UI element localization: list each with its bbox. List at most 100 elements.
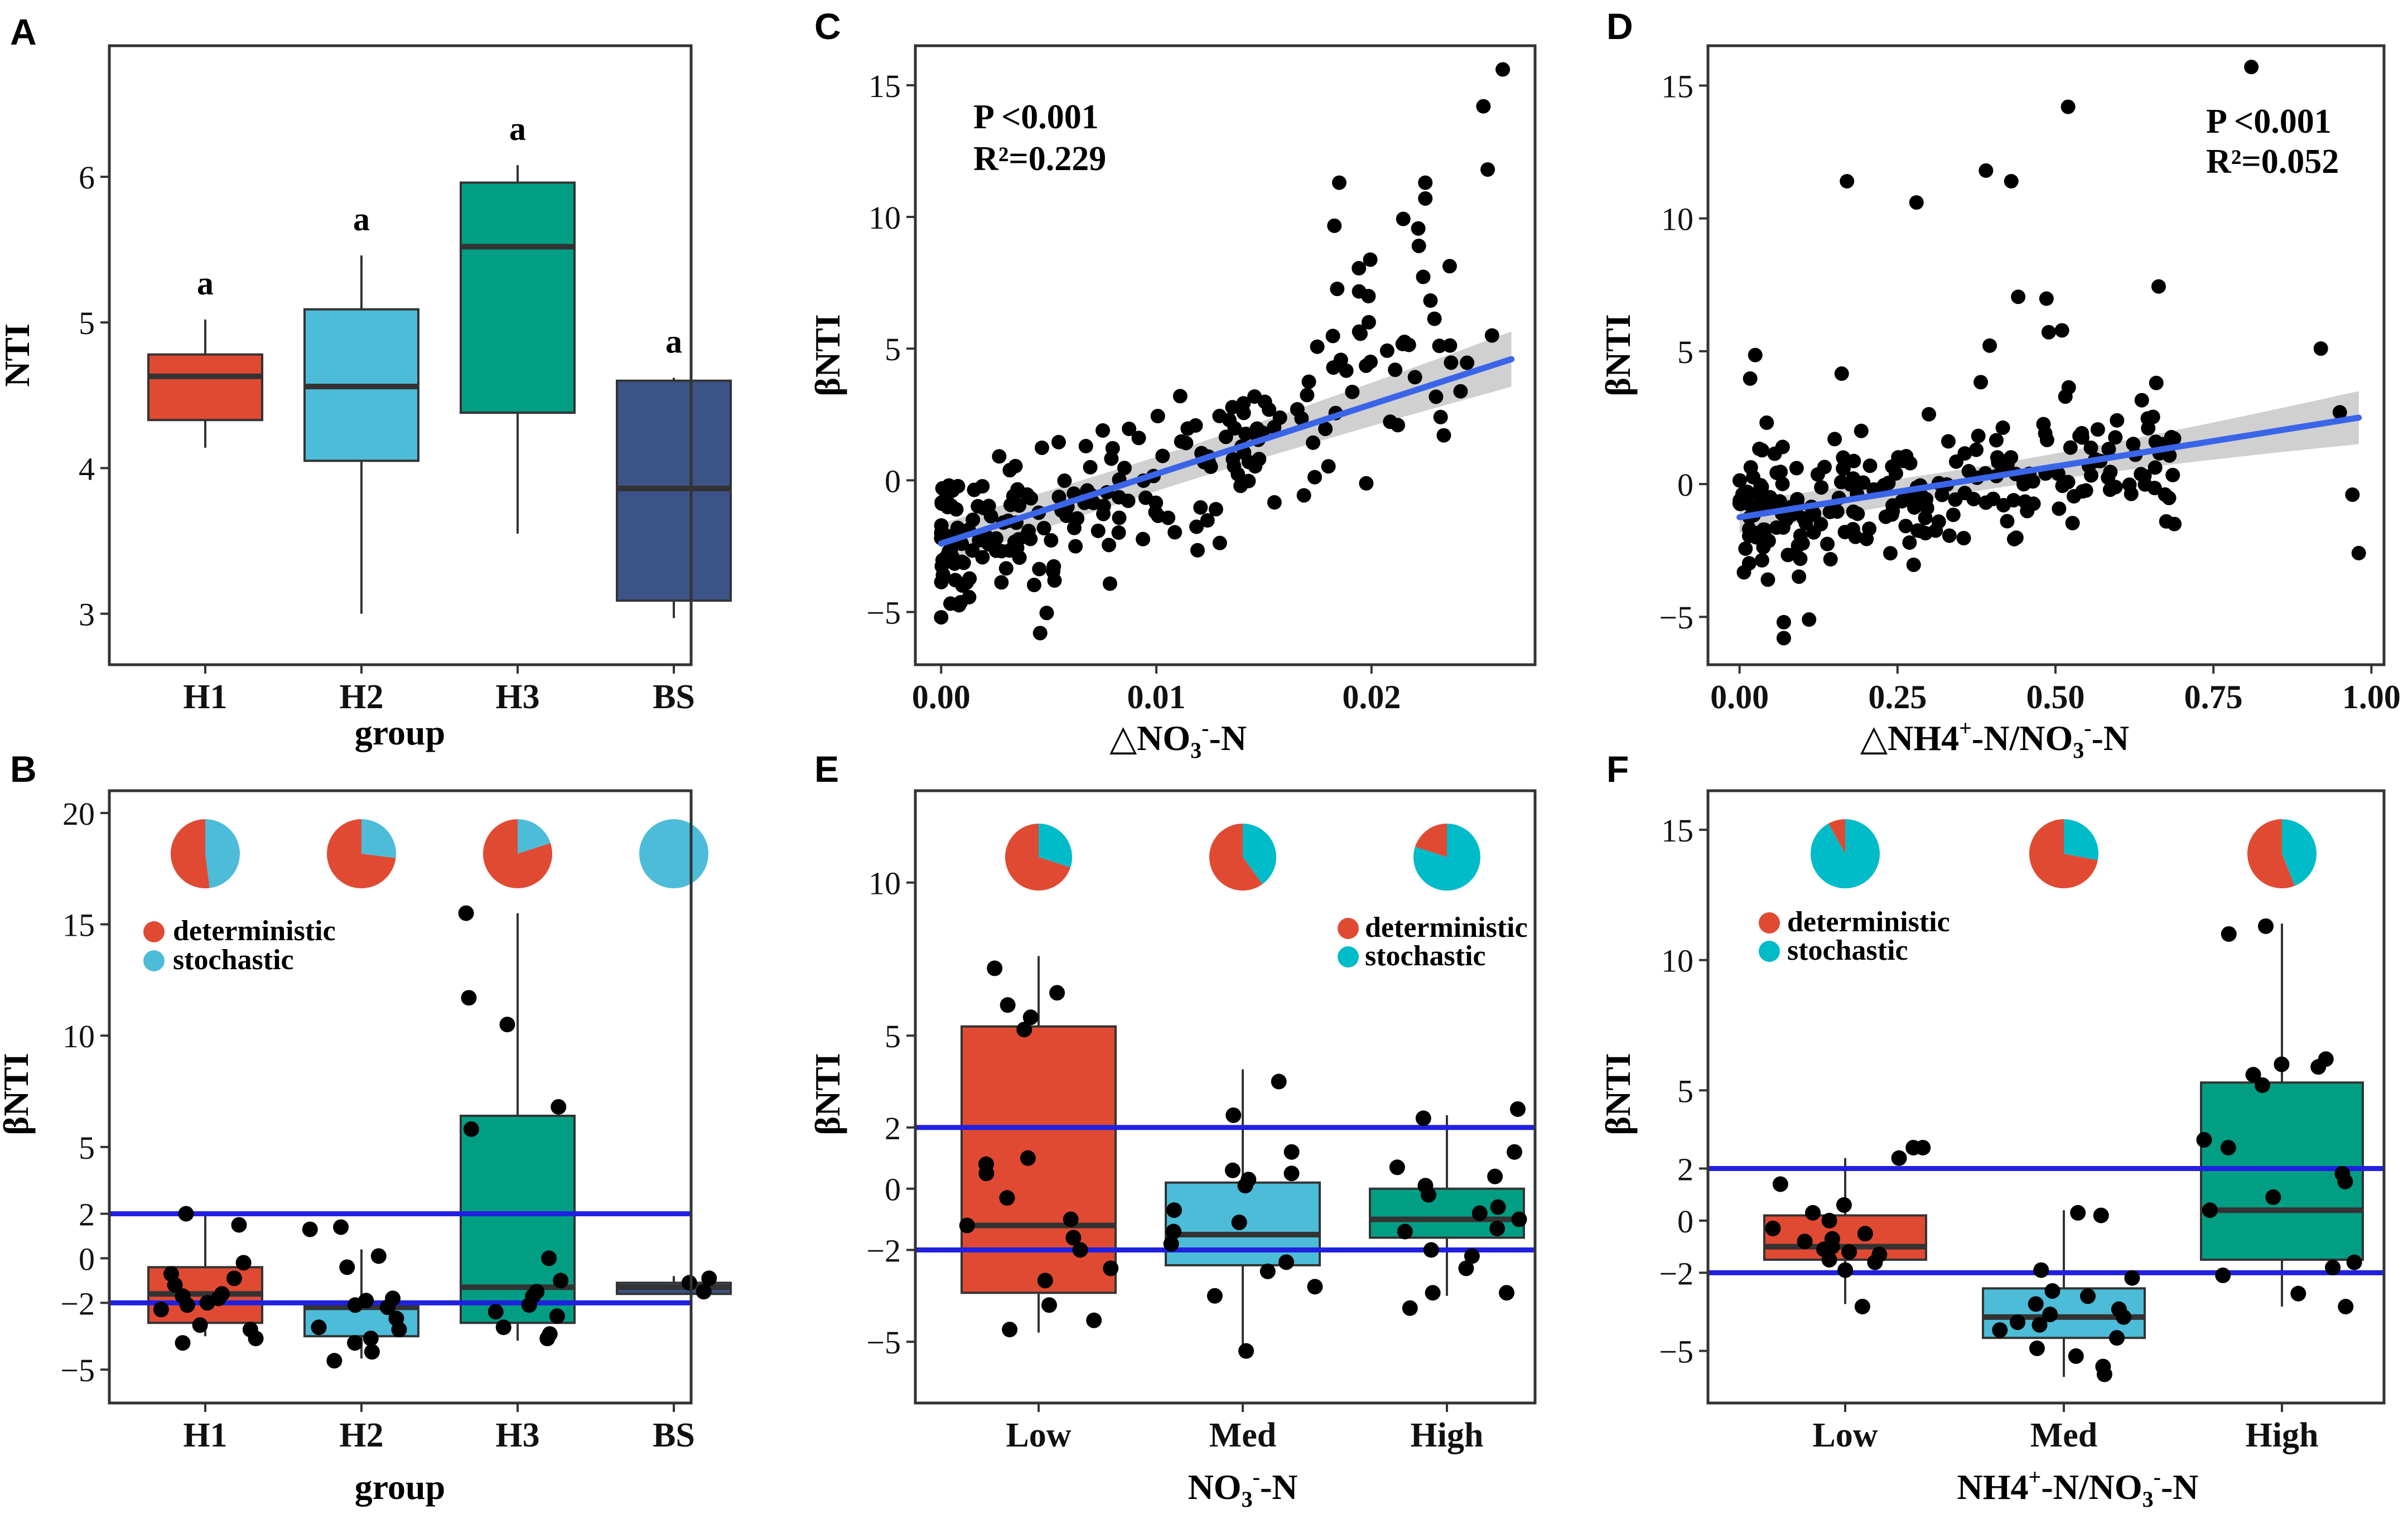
y-tick-label: 0 bbox=[1677, 467, 1693, 503]
data-point bbox=[1956, 531, 1971, 546]
data-point bbox=[959, 1217, 975, 1233]
data-point bbox=[2039, 291, 2054, 306]
y-tick-label: −5 bbox=[1659, 1334, 1693, 1370]
data-point bbox=[1444, 355, 1459, 370]
data-point bbox=[1306, 435, 1321, 450]
data-point bbox=[2116, 1309, 2132, 1325]
data-point bbox=[1854, 423, 1869, 438]
data-point bbox=[333, 1219, 349, 1235]
data-point bbox=[521, 1297, 537, 1313]
data-point bbox=[965, 543, 980, 558]
data-point bbox=[1857, 1226, 1873, 1242]
panel-label-d: D bbox=[1606, 6, 1633, 47]
data-point bbox=[1237, 1178, 1253, 1194]
data-point bbox=[2141, 421, 2156, 436]
data-point bbox=[1918, 497, 1933, 512]
data-point bbox=[1740, 484, 1755, 499]
data-point bbox=[701, 1270, 717, 1286]
data-point bbox=[2149, 375, 2164, 390]
data-point bbox=[2151, 279, 2166, 294]
data-point bbox=[1752, 441, 1767, 456]
data-point bbox=[1086, 495, 1101, 510]
y-tick-label: 5 bbox=[885, 1018, 901, 1054]
data-point bbox=[2310, 1059, 2327, 1075]
data-point bbox=[1174, 434, 1189, 449]
x-tick-label: 0.50 bbox=[2026, 679, 2084, 715]
y-tick-label: 15 bbox=[868, 68, 901, 104]
data-point bbox=[1112, 510, 1127, 525]
data-point bbox=[2041, 325, 2056, 340]
data-point bbox=[1906, 557, 1921, 572]
data-point bbox=[1020, 1150, 1036, 1166]
data-point bbox=[1790, 492, 1805, 507]
pie-slice-deterministic bbox=[1415, 824, 1447, 857]
data-point bbox=[1922, 407, 1937, 422]
data-point bbox=[1121, 494, 1136, 509]
x-axis-label: group bbox=[355, 713, 445, 752]
data-point bbox=[175, 1288, 191, 1304]
data-point bbox=[1150, 409, 1165, 424]
data-point bbox=[1931, 514, 1946, 529]
data-point bbox=[2058, 389, 2073, 404]
y-tick-label: 0 bbox=[885, 1172, 901, 1208]
data-point bbox=[2220, 1140, 2236, 1156]
data-point bbox=[542, 1326, 558, 1342]
x-tick-label: High bbox=[2246, 1416, 2319, 1454]
x-tick-label: BS bbox=[653, 678, 695, 716]
data-point bbox=[2036, 417, 2051, 432]
data-point bbox=[1000, 997, 1016, 1013]
data-point bbox=[347, 1335, 363, 1351]
data-point bbox=[1002, 1322, 1018, 1338]
data-point bbox=[1325, 328, 1340, 344]
data-point bbox=[1957, 446, 1972, 461]
data-point bbox=[1117, 461, 1132, 476]
panel-d: −5 0 5 10 15 0.00 0.25 0.50 0.75 1.00 P <0.001 R… bbox=[1598, 44, 2401, 763]
data-point bbox=[199, 1295, 215, 1311]
data-point bbox=[1830, 504, 1845, 519]
data-point bbox=[1487, 1168, 1503, 1184]
data-point bbox=[1510, 1101, 1526, 1117]
data-point bbox=[1982, 338, 1997, 353]
data-point bbox=[1905, 1140, 1922, 1156]
data-point bbox=[1948, 492, 1963, 507]
data-point bbox=[988, 531, 1003, 546]
data-point bbox=[1841, 1244, 1857, 1260]
panel-e: −5 −2 0 2 5 10 Low Med High deterministic stoch… bbox=[808, 789, 1537, 1512]
data-point bbox=[2065, 516, 2080, 531]
data-point bbox=[998, 561, 1014, 576]
data-point bbox=[1941, 434, 1956, 449]
panel-a: a a a a 3 4 5 6 H1 H2 H3 BS NTI group bbox=[0, 44, 732, 752]
data-point bbox=[1484, 328, 1499, 343]
legend: deterministic stochastic bbox=[143, 915, 336, 976]
data-point bbox=[1416, 269, 1431, 284]
panel-label-f: F bbox=[1606, 748, 1629, 790]
x-tick-label: 0.01 bbox=[1127, 679, 1186, 715]
data-point bbox=[1271, 1073, 1287, 1090]
data-point bbox=[311, 1319, 327, 1336]
y-axis-label: βNTI bbox=[808, 314, 847, 396]
y-tick-label: 0 bbox=[885, 463, 901, 499]
data-point bbox=[1990, 450, 2005, 465]
data-point bbox=[2054, 323, 2069, 338]
data-point bbox=[1231, 1215, 1247, 1231]
data-point bbox=[463, 1121, 479, 1137]
data-point bbox=[1876, 478, 1891, 493]
data-point bbox=[2338, 1299, 2354, 1315]
legend-stochastic-label: stochastic bbox=[1365, 940, 1486, 972]
data-point bbox=[1817, 459, 1832, 475]
data-point bbox=[2254, 1077, 2270, 1093]
data-point bbox=[1738, 541, 1753, 556]
data-point bbox=[1037, 1273, 1053, 1289]
data-point bbox=[1361, 315, 1376, 330]
data-point bbox=[1495, 62, 1511, 77]
r-squared-label: R²=0.052 bbox=[2206, 143, 2339, 181]
data-point bbox=[1166, 1202, 1182, 1218]
data-point bbox=[163, 1266, 179, 1282]
data-point bbox=[1862, 458, 1878, 473]
data-point bbox=[987, 960, 1003, 976]
data-point bbox=[1836, 1197, 1852, 1213]
data-point bbox=[1732, 473, 1747, 488]
data-point bbox=[1442, 259, 1457, 274]
pie-slice-deterministic bbox=[171, 819, 210, 888]
data-point bbox=[1821, 1252, 1837, 1268]
